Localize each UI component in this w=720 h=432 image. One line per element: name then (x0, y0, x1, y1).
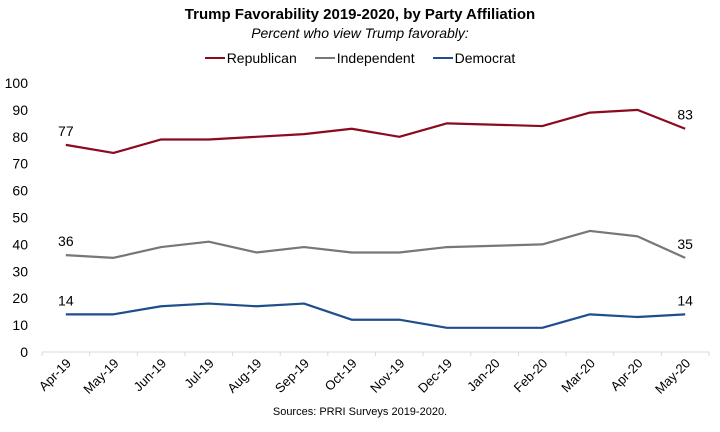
data-label-democrat: 14 (677, 292, 693, 308)
x-tick-label: May-20 (652, 356, 693, 397)
data-label-republican: 77 (58, 123, 74, 139)
data-label-democrat: 14 (58, 292, 74, 308)
x-tick-label: Dec-19 (415, 356, 455, 396)
x-tick-label: Nov-19 (367, 356, 407, 396)
x-tick-label: Aug-19 (224, 356, 264, 396)
legend-item-democrat: Democrat (432, 50, 516, 66)
y-tick-label: 50 (12, 210, 28, 226)
series-line-republican (65, 108, 686, 155)
data-label-independent: 36 (58, 233, 74, 249)
x-tick-label: Feb-20 (511, 356, 551, 396)
legend-swatch-democrat (432, 57, 453, 59)
x-tick-label: Oct-19 (322, 356, 360, 394)
x-tick-label: Apr-20 (607, 356, 645, 394)
x-tick-label: Jul-19 (181, 356, 217, 392)
legend-label-independent: Independent (336, 50, 415, 66)
y-tick-label: 30 (12, 263, 28, 279)
y-tick-label: 70 (12, 156, 28, 172)
y-tick-label: 40 (12, 236, 28, 252)
legend-label-democrat: Democrat (454, 50, 516, 66)
y-tick-label: 20 (12, 290, 28, 306)
legend-item-independent: Independent (314, 50, 415, 66)
legend-swatch-republican (204, 57, 225, 59)
x-tick-label: May-19 (80, 356, 121, 397)
chart-title: Trump Favorability 2019-2020, by Party A… (184, 6, 536, 23)
x-tick-label: Mar-20 (558, 356, 598, 396)
y-tick-label: 80 (12, 129, 28, 145)
legend-swatch-independent (314, 57, 335, 59)
data-label-republican: 83 (677, 107, 693, 123)
data-label-independent: 35 (677, 236, 693, 252)
x-tick-label: Jun-19 (131, 356, 170, 395)
chart-subtitle: Percent who view Trump favorably: (251, 25, 469, 41)
source-note: Sources: PRRI Surveys 2019-2020. (272, 406, 448, 418)
y-tick-label: 0 (20, 344, 28, 360)
x-tick-label: Sep-19 (272, 356, 312, 396)
series-line-democrat (65, 302, 686, 329)
x-tick-label: Apr-19 (36, 356, 74, 394)
legend-label-republican: Republican (226, 50, 297, 66)
x-tick-label: Jan-20 (464, 356, 503, 395)
y-tick-label: 60 (12, 183, 28, 199)
series-line-independent (65, 229, 686, 259)
y-tick-label: 10 (12, 317, 28, 333)
legend-item-republican: Republican (204, 50, 297, 66)
y-tick-label: 100 (5, 75, 29, 91)
y-tick-label: 90 (12, 102, 28, 118)
legend: Republican Independent Democrat (0, 50, 720, 66)
